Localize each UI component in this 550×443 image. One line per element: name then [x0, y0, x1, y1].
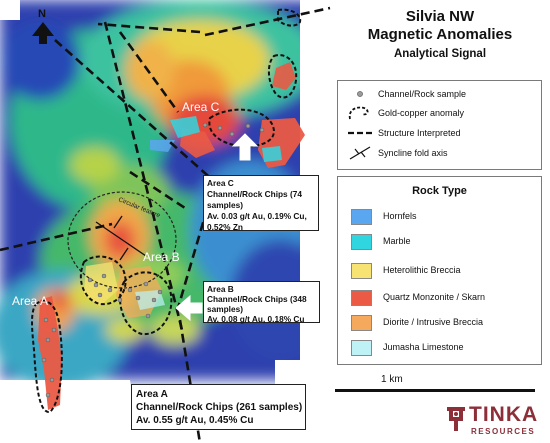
- anomaly-a: [31, 300, 63, 413]
- area-a-annotation: Area A Channel/Rock Chips (261 samples) …: [131, 384, 306, 430]
- rock-label-diorite: Diorite / Intrusive Breccia: [383, 317, 484, 327]
- area-a-annotation-line2: Channel/Rock Chips (261 samples): [136, 402, 303, 413]
- symbol-legend: Channel/Rock sample Gold-copper anomaly …: [337, 80, 542, 170]
- swatch-hornfels: [351, 209, 372, 225]
- tinka-emblem-icon: [447, 407, 465, 431]
- swatch-quartz-monzonite: [351, 290, 372, 306]
- structure-line-5: [103, 21, 184, 331]
- swatch-diorite: [351, 315, 372, 331]
- quartz-monzonite-unit-c2: [180, 128, 215, 158]
- limestone-unit-b: [135, 290, 165, 310]
- area-c-annotation-line5: 0.52% Zn: [207, 222, 243, 232]
- title-line-2: Magnetic Anomalies: [367, 26, 513, 43]
- area-c-annotation-line2: Channel/Rock Chips (74: [207, 189, 302, 199]
- swatch-jumasha-limestone: [351, 340, 372, 356]
- area-b-annotation-line2: Channel/Rock Chips (348: [207, 294, 307, 304]
- legend-row-structure: Structure Interpreted: [338, 124, 461, 142]
- map-title: Silvia NW Magnetic Anomalies Analytical …: [340, 8, 540, 62]
- north-arrow-icon: [32, 22, 54, 44]
- anomaly-top: [277, 8, 302, 27]
- area-a-annotation-line3: Av. 0.55 g/t Au, 0.45% Cu: [136, 415, 254, 426]
- scale-label: 1 km: [381, 374, 403, 385]
- anomaly-ne: [268, 54, 298, 99]
- arrow-area-c-icon: [231, 133, 259, 161]
- skarn-unit-ne: [272, 62, 296, 90]
- legend-row-syncline: Syncline fold axis: [338, 144, 448, 162]
- area-a-annotation-title: Area A: [136, 389, 168, 400]
- anomaly-b2: [119, 271, 173, 336]
- legend-label-structure: Structure Interpreted: [378, 128, 461, 138]
- rock-type-legend: Rock Type Hornfels Marble Heterolithic B…: [337, 176, 542, 365]
- title-line-1: Silvia NW: [405, 8, 475, 25]
- legend-row-anomaly: Gold-copper anomaly: [338, 104, 464, 122]
- legend-label-sample: Channel/Rock sample: [378, 89, 467, 99]
- gold-copper-anomalies: [31, 8, 302, 413]
- logo-subtitle: RESOURCES: [471, 427, 536, 436]
- anomaly-c: [208, 108, 275, 148]
- structure-line-2: [97, 22, 201, 34]
- syncline-fold-axis: [95, 215, 147, 261]
- structure-line-9: [204, 6, 331, 37]
- area-c-annotation: Area C Channel/Rock Chips (74 samples) A…: [203, 175, 319, 232]
- area-c-annotation-line3: samples): [207, 200, 243, 210]
- rock-label-marble: Marble: [383, 236, 411, 246]
- logo-name: TINKA: [469, 403, 539, 426]
- interpreted-structures: [0, 6, 331, 443]
- swatch-marble: [351, 234, 372, 250]
- area-c-annotation-line4: Av. 0.03 g/t Au, 0.19% Cu,: [207, 211, 307, 221]
- area-b-annotation: Area B Channel/Rock Chips (348 samples) …: [203, 281, 320, 324]
- tinka-logo: TINKA RESOURCES: [445, 403, 545, 439]
- sample-dot-icon: [357, 91, 363, 97]
- quartz-monzonite-unit-a: [38, 296, 62, 410]
- area-b-annotation-title: Area B: [207, 284, 234, 294]
- title-line-3: Analytical Signal: [393, 48, 487, 60]
- structure-line-1: [54, 39, 216, 183]
- rock-label-heterolithic-breccia: Heterolithic Breccia: [383, 265, 461, 275]
- legend-label-syncline: Syncline fold axis: [378, 148, 448, 158]
- rock-label-quartz-monzonite: Quartz Monzonite / Skarn: [383, 292, 486, 302]
- arrow-area-a-icon: [87, 391, 115, 414]
- scale-bar-line: [335, 389, 535, 392]
- area-b-annotation-line3: samples): [207, 304, 243, 314]
- marble-unit-c2: [262, 146, 282, 162]
- rock-type-title: Rock Type: [412, 185, 467, 197]
- channel-rock-samples: [41, 122, 265, 398]
- arrow-area-b-icon: [175, 294, 203, 322]
- area-b-annotation-line4: Av. 0.08 g/t Au, 0.18% Cu: [207, 314, 305, 324]
- structure-line-6: [0, 222, 113, 252]
- rock-label-hornfels: Hornfels: [383, 211, 417, 221]
- pointer-arrows: [87, 133, 259, 414]
- rock-label-jumasha-limestone: Jumasha Limestone: [383, 342, 464, 352]
- dashed-outline-icon: [348, 106, 369, 120]
- syncline-icon: [349, 146, 371, 160]
- area-c-label: Area C: [182, 100, 220, 114]
- structure-line-3: [118, 31, 180, 113]
- legend-row-sample: Channel/Rock sample: [338, 85, 466, 103]
- area-b-label: Area B: [143, 250, 180, 264]
- area-a-label: Area A: [12, 294, 49, 308]
- marble-unit-c: [170, 116, 200, 138]
- north-label: N: [38, 8, 46, 20]
- dashed-line-icon: [348, 131, 372, 135]
- area-c-annotation-title: Area C: [207, 178, 234, 188]
- structure-line-8: [129, 170, 186, 210]
- hornfels-unit-c: [150, 140, 175, 152]
- legend-label-anomaly: Gold-copper anomaly: [378, 108, 465, 118]
- swatch-heterolithic-breccia: [351, 263, 372, 279]
